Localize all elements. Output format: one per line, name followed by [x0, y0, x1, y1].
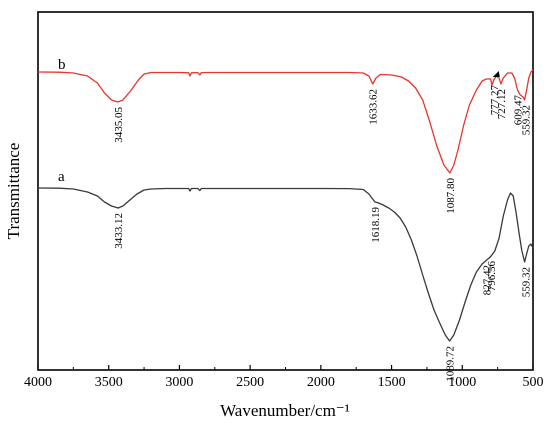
series-line-a [37, 187, 534, 342]
peak-label-b-5: 609.47 [513, 95, 525, 126]
x-axis-label: Wavenumber/cm⁻¹ [220, 401, 350, 420]
x-tick-label-3500: 3500 [95, 375, 123, 390]
peak-label-b-4: 727.12 [496, 89, 508, 119]
x-tick-label-2000: 2000 [307, 375, 335, 390]
peak-label-b-3: 777.27 [489, 85, 501, 116]
peak-label-b-2: 1087.80 [445, 178, 457, 214]
x-tick-label-3000: 3000 [165, 375, 193, 390]
series-label-b: b [58, 57, 66, 73]
x-tick-label-1500: 1500 [378, 375, 406, 390]
peak-label-b-6: 559.32 [521, 105, 533, 135]
peak-arrow-marker [492, 71, 500, 77]
peak-label-a-7: 3433.12 [113, 213, 125, 249]
x-tick-label-1000: 1000 [448, 375, 476, 390]
x-tick-label-4000: 4000 [24, 375, 52, 390]
peak-label-b-1: 1633.62 [368, 89, 380, 125]
series-layer [37, 69, 534, 342]
plot-frame [37, 11, 534, 371]
series-line-b [37, 69, 534, 174]
x-axis-ticks: 4000 3500 3000 2500 2000 1500 1000 500 [24, 365, 544, 390]
y-axis-label: Transmittance [4, 143, 23, 240]
x-tick-label-2500: 2500 [236, 375, 264, 390]
x-tick-label-500: 500 [523, 375, 544, 390]
series-label-a: a [58, 169, 65, 185]
peak-label-b-0: 3435.05 [113, 107, 125, 143]
peak-label-a-12: 559.32 [521, 267, 533, 297]
peak-label-a-11: 796.56 [486, 261, 498, 292]
peak-label-a-9: 1089.72 [445, 346, 457, 382]
peak-label-a-10: 827.42 [482, 265, 494, 295]
series-labels: ba [58, 57, 66, 185]
peak-label-a-8: 1618.19 [370, 207, 382, 243]
